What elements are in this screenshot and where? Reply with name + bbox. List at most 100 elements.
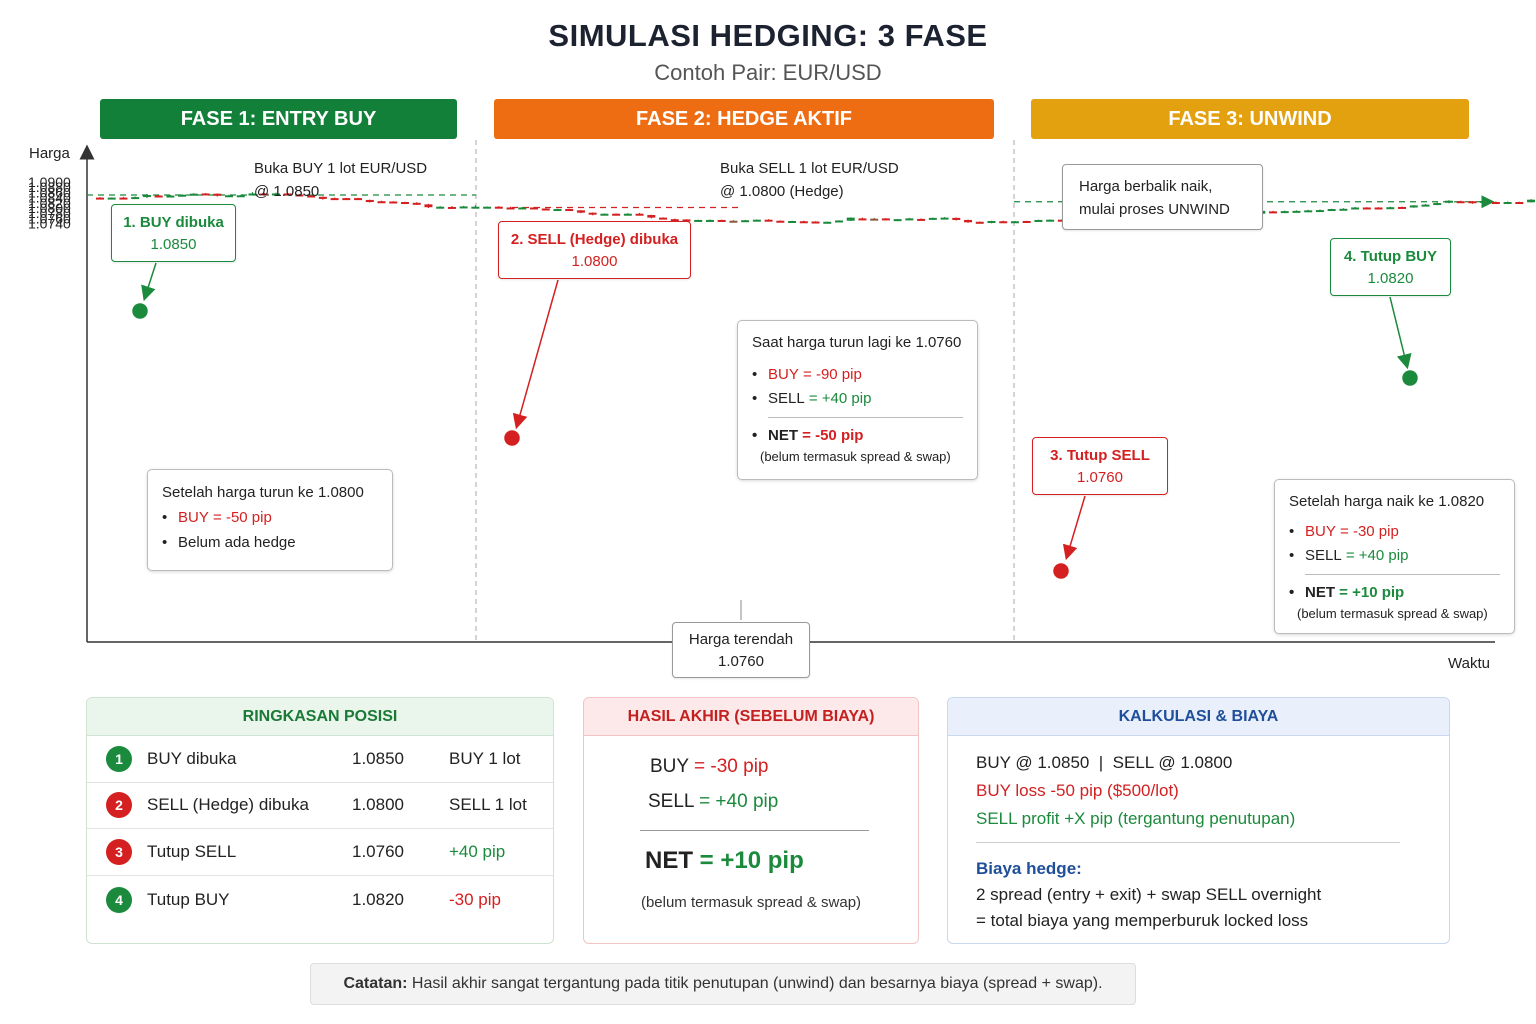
candle-body — [1503, 202, 1512, 205]
candle-body — [553, 209, 562, 212]
arrow-buy-close — [1389, 296, 1412, 370]
step-number-badge: 3 — [106, 839, 132, 865]
info-box-phase2-heading: Saat harga turun lagi ke 1.0760 — [752, 334, 962, 351]
candle-body — [1339, 208, 1348, 211]
candle-body — [1433, 203, 1442, 206]
info-box-phase3-buy-label: BUY — [1305, 523, 1336, 540]
y-tick-label: 1.0760 — [28, 210, 71, 226]
summary-row: 2 SELL (Hedge) dibuka 1.0800 SELL 1 lot — [87, 782, 553, 829]
result-net-value: = +10 pip — [699, 847, 804, 874]
candle-body — [530, 207, 539, 210]
candle-body — [612, 213, 621, 216]
candle-body — [1046, 219, 1055, 222]
costs-hedge-line2: = total biaya yang memperburuk locked lo… — [976, 911, 1309, 930]
candle-body — [541, 208, 550, 211]
candle-body — [131, 197, 140, 200]
phase-1-text: Buka BUY 1 lot EUR/USD @ 1.0850 — [254, 157, 427, 203]
phase-3-text-box: Harga berbalik naik, mulai proses UNWIND — [1062, 164, 1263, 230]
candle-body — [1292, 210, 1301, 213]
candle-body — [623, 213, 632, 216]
candle-body — [1398, 206, 1407, 209]
phase-2-text-line2: @ 1.0800 (Hedge) — [720, 183, 844, 200]
step-number-badge: 4 — [106, 886, 132, 913]
candle-body — [201, 193, 210, 196]
candle-body — [225, 195, 234, 198]
candle-body — [424, 204, 433, 208]
result-sell-label: SELL — [648, 791, 694, 812]
y-tick-label: 1.0840 — [28, 190, 71, 206]
summary-panel: RINGKASAN POSISI 1 BUY dibuka 1.0850 BUY… — [86, 697, 554, 944]
phase-2-text: Buka SELL 1 lot EUR/USD @ 1.0800 (Hedge) — [720, 157, 899, 203]
candle-body — [354, 198, 363, 201]
phase-3-text-line1: Harga berbalik naik, — [1079, 178, 1213, 195]
candle-body — [799, 221, 808, 224]
info-box-phase2-buy-label: BUY — [768, 366, 799, 383]
candle-body — [260, 193, 269, 196]
y-tick-label: 1.0880 — [28, 179, 71, 195]
candle-body — [893, 219, 902, 222]
candle-body — [447, 206, 456, 209]
candle-body — [96, 197, 104, 200]
result-sell-line: SELL = +40 pip — [648, 791, 778, 813]
candle-body — [975, 221, 984, 224]
phase-2-text-line1: Buka SELL 1 lot EUR/USD — [720, 160, 899, 177]
candle-body — [682, 219, 691, 222]
phase-2-banner: FASE 2: HEDGE AKTIF — [494, 99, 994, 139]
candle-body — [1374, 207, 1383, 210]
candle-body — [400, 202, 409, 205]
candle-body — [107, 197, 116, 200]
candle-body — [1515, 202, 1524, 205]
candle-body — [1034, 219, 1043, 222]
candle-body — [1057, 219, 1066, 222]
callout-sell-open-price: 1.0800 — [571, 253, 618, 270]
step-number-badge: 2 — [106, 792, 132, 818]
candle-body — [823, 221, 832, 224]
candle-body — [565, 209, 574, 212]
candle-body — [1010, 221, 1019, 224]
candle-body — [1315, 210, 1324, 213]
result-net-line: NET = +10 pip — [645, 847, 804, 875]
costs-hedge-subhead: Biaya hedge: — [976, 859, 1082, 878]
info-box-phase1-note: Belum ada hedge — [162, 530, 378, 555]
candle-body — [588, 212, 597, 215]
callout-sell-open-title: 2. SELL (Hedge) dibuka — [510, 231, 679, 248]
y-tick-label: 1.0900 — [28, 174, 71, 190]
arrow-buy-open — [141, 262, 157, 302]
info-box-phase2-sell-label: SELL — [768, 390, 805, 407]
candle-body — [271, 193, 280, 196]
candle-body — [119, 197, 128, 200]
candle-body — [999, 221, 1008, 224]
candle-body — [576, 210, 585, 213]
footnote: Catatan: Hasil akhir sangat tergantung p… — [310, 963, 1136, 1005]
candle-body — [494, 206, 503, 209]
candle-body — [248, 193, 257, 196]
phase-1-text-line2: @ 1.0850 — [254, 183, 320, 200]
costs-panel-body: BUY @ 1.0850 | SELL @ 1.0800 BUY loss -5… — [976, 749, 1295, 833]
candle-body — [1351, 207, 1360, 210]
candle-body — [659, 217, 668, 220]
summary-row-info: +40 pip — [449, 842, 506, 861]
callout-buy-open-title: 1. BUY dibuka — [123, 214, 224, 231]
summary-row-label: Tutup BUY — [147, 889, 230, 909]
costs-sell-profit: SELL profit +X pip (tergantung penutupan… — [976, 809, 1296, 828]
summary-row: 1 BUY dibuka 1.0850 BUY 1 lot — [87, 736, 553, 783]
candle-body — [389, 201, 398, 204]
result-divider — [640, 830, 869, 831]
page-subtitle: Contoh Pair: EUR/USD — [654, 60, 882, 85]
x-axis-label: Waktu — [1448, 655, 1490, 672]
phase-3-text-line2: mulai proses UNWIND — [1079, 201, 1230, 218]
candle-body — [377, 201, 386, 204]
candle-body — [1269, 211, 1277, 214]
callout-sell-open: 2. SELL (Hedge) dibuka 1.0800 — [498, 221, 691, 279]
costs-panel-title: KALKULASI & BIAYA — [948, 698, 1449, 736]
candle-body — [1362, 207, 1371, 210]
candle-body — [154, 195, 163, 198]
candle-body — [776, 220, 785, 223]
summary-row-label: SELL (Hedge) dibuka — [147, 795, 309, 814]
candle-body — [1468, 201, 1477, 204]
candle-body — [928, 217, 937, 220]
info-box-phase3: Setelah harga naik ke 1.0820 BUY = -30 p… — [1274, 479, 1515, 634]
callout-sell-close: 3. Tutup SELL 1.0760 — [1032, 437, 1168, 495]
candle-body — [647, 215, 656, 218]
candle-body — [1491, 202, 1500, 205]
